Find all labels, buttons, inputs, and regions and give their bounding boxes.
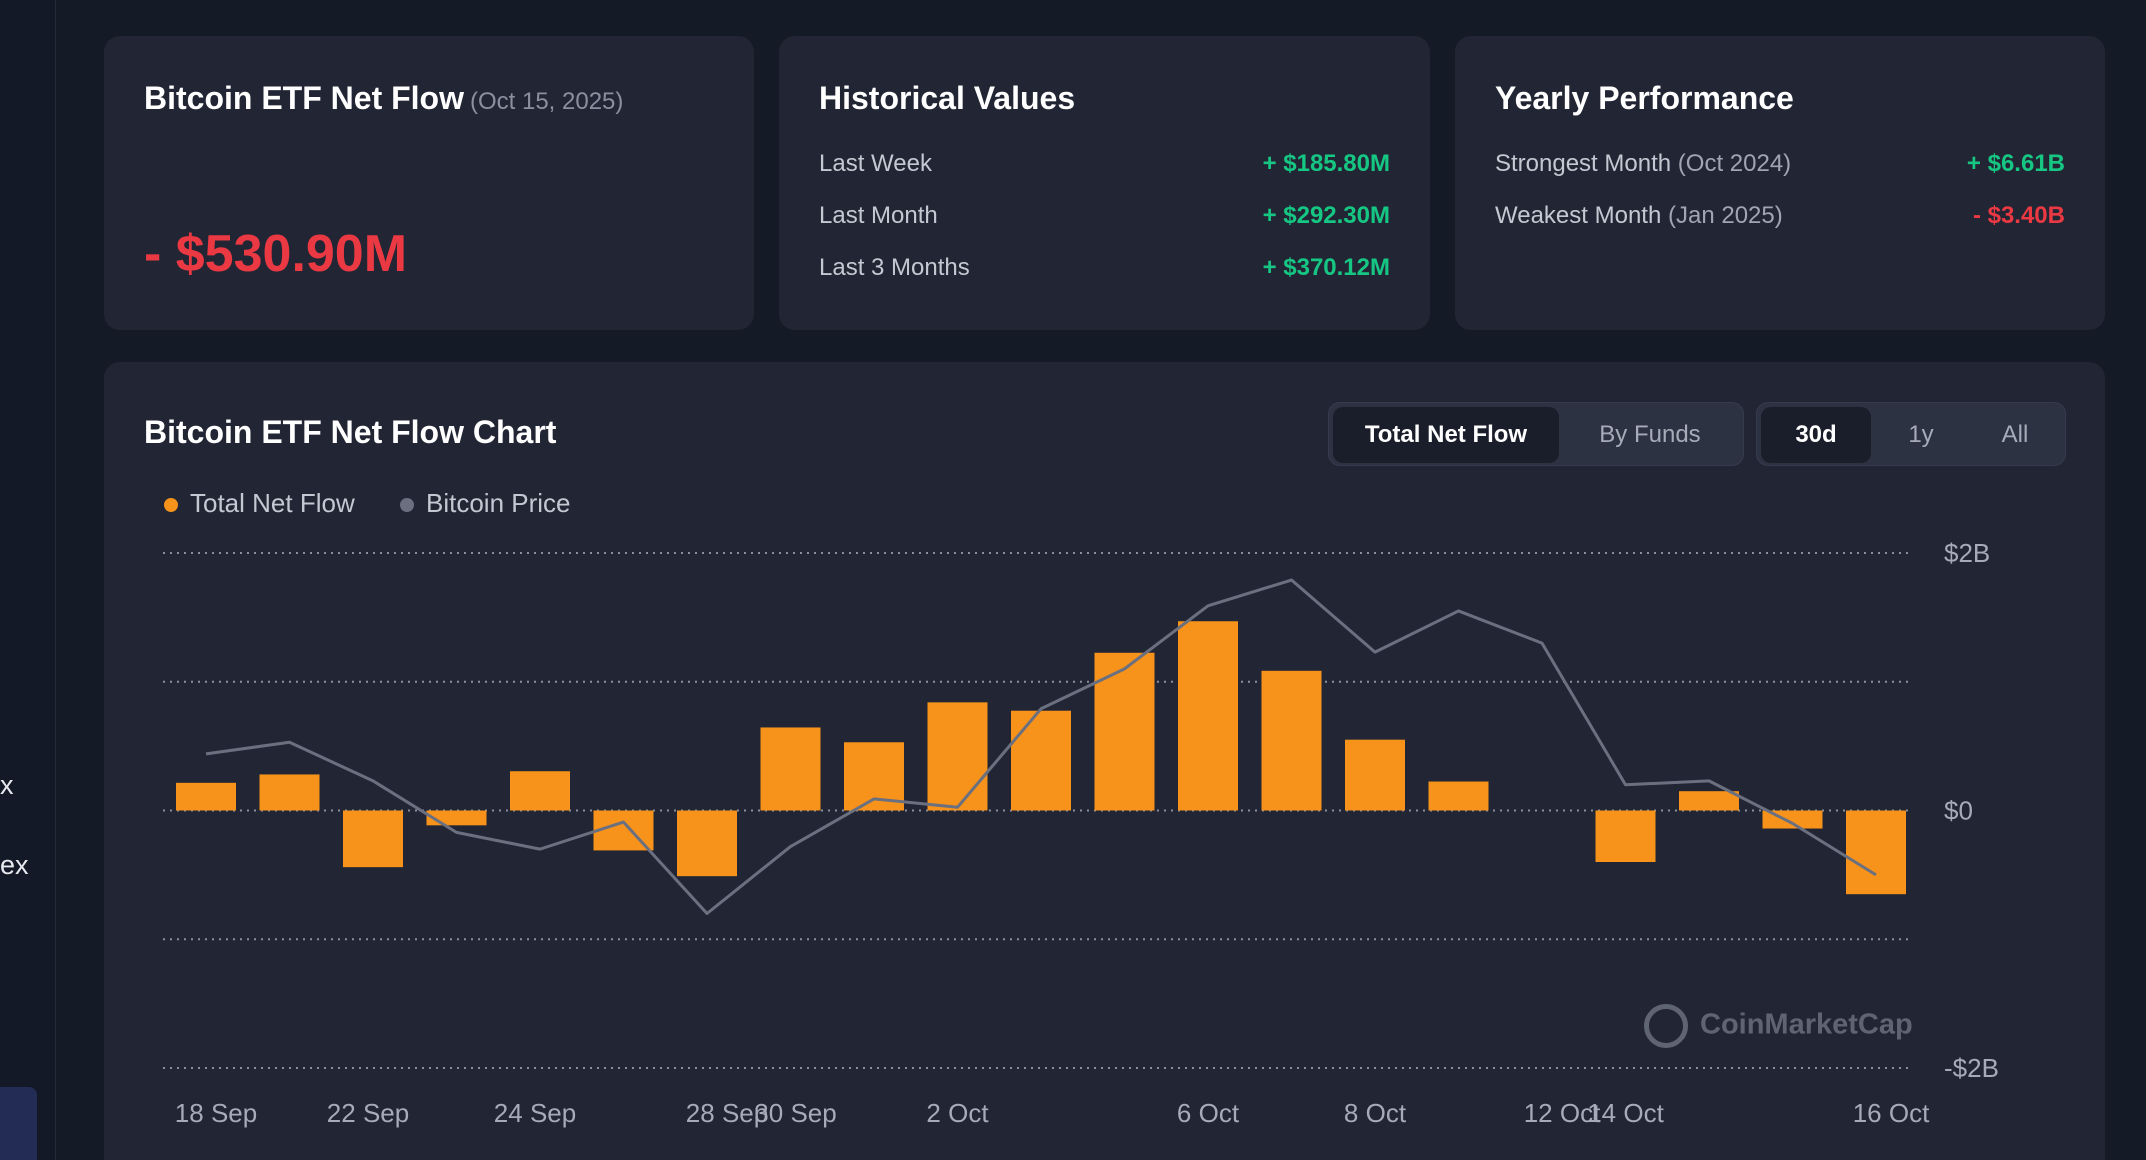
range-toggle: 30d 1y All <box>1756 402 2066 466</box>
yearly-row-label: Strongest Month (Oct 2024) <box>1495 150 1791 178</box>
range-1y[interactable]: 1y <box>1908 421 1934 448</box>
historical-values-card: Historical Values Last Week + $185.80M L… <box>779 36 1430 330</box>
historical-row-label: Last 3 Months <box>819 254 970 281</box>
yearly-row: Weakest Month (Jan 2025) - $3.40B <box>1495 202 2065 242</box>
tab-total-net-flow[interactable]: Total Net Flow <box>1333 407 1559 463</box>
historical-row: Last Month + $292.30M <box>819 202 1390 242</box>
historical-row-value: + $292.30M <box>1262 202 1390 229</box>
yearly-title: Yearly Performance <box>1495 80 1794 116</box>
legend-label: Total Net Flow <box>190 488 355 518</box>
coinmarketcap-watermark: CoinMarketCap <box>1644 1004 1913 1048</box>
tab-by-funds[interactable]: By Funds <box>1599 421 1701 448</box>
net-flow-title: Bitcoin ETF Net Flow (Oct 15, 2025) <box>144 80 623 117</box>
legend-dot-gray <box>400 498 414 513</box>
yearly-performance-card: Yearly Performance Strongest Month (Oct … <box>1455 36 2105 330</box>
view-toggle: Total Net Flow By Funds <box>1328 402 1744 466</box>
historical-row-value: + $370.12M <box>1262 254 1390 281</box>
legend-total-net-flow[interactable]: Total Net Flow <box>164 488 355 519</box>
yearly-row-value: + $6.61B <box>1966 150 2065 177</box>
sidebar <box>0 0 56 1160</box>
historical-title: Historical Values <box>819 80 1076 116</box>
yearly-row-period: (Oct 2024) <box>1677 150 1792 177</box>
historical-row-label: Last Week <box>819 150 932 177</box>
yearly-row-value: - $3.40B <box>1972 202 2065 229</box>
sidebar-active-item[interactable] <box>0 1087 37 1160</box>
yearly-row: Strongest Month (Oct 2024) + $6.61B <box>1495 150 2065 190</box>
net-flow-title-text: Bitcoin ETF Net Flow <box>144 80 464 116</box>
range-all[interactable]: All <box>2001 421 2029 448</box>
legend-dot-orange <box>164 498 178 513</box>
watermark-text: CoinMarketCap <box>1700 1008 1913 1041</box>
net-flow-value: - $530.90M <box>144 225 408 283</box>
coinmarketcap-logo-icon <box>1644 1004 1688 1048</box>
historical-row-value: + $185.80M <box>1262 150 1390 177</box>
legend-bitcoin-price[interactable]: Bitcoin Price <box>400 488 571 519</box>
historical-row-label: Last Month <box>819 202 938 229</box>
net-flow-card: Bitcoin ETF Net Flow (Oct 15, 2025) - $53… <box>104 36 754 330</box>
historical-row: Last Week + $185.80M <box>819 150 1390 190</box>
yearly-row-label-text: Weakest Month <box>1495 202 1662 229</box>
net-flow-date: (Oct 15, 2025) <box>469 88 624 115</box>
sidebar-item-label[interactable]: ex <box>0 850 29 880</box>
yearly-row-period: (Jan 2025) <box>1667 202 1783 229</box>
historical-row: Last 3 Months + $370.12M <box>819 254 1390 294</box>
sidebar-item-label[interactable]: x <box>0 770 14 800</box>
legend-label: Bitcoin Price <box>426 488 571 518</box>
yearly-row-label: Weakest Month (Jan 2025) <box>1495 202 1783 230</box>
range-30d[interactable]: 30d <box>1761 407 1871 463</box>
yearly-row-label-text: Strongest Month <box>1495 150 1672 177</box>
chart-title: Bitcoin ETF Net Flow Chart <box>144 414 557 450</box>
